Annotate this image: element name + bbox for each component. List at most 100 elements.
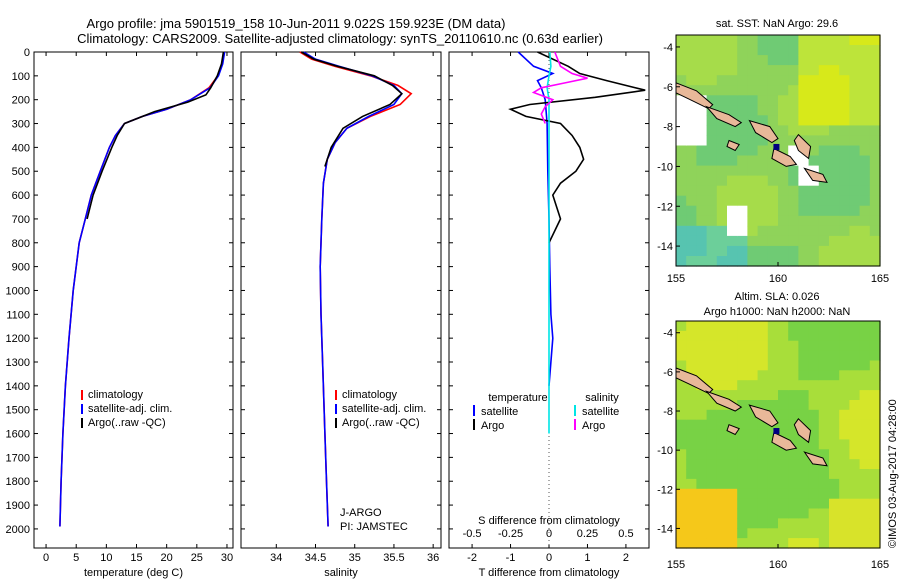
sla-field-cell (869, 400, 881, 411)
diff-stick-label: 0.25 (577, 528, 598, 540)
sst-field-cell (849, 215, 861, 227)
sst-field-cell (859, 165, 871, 177)
sst-field-cell (818, 235, 830, 247)
diff-legend-sal-label: Argo (582, 420, 605, 432)
sla-field-cell (737, 419, 748, 431)
sst-field-cell (696, 165, 708, 177)
sla-field-cell (849, 370, 861, 381)
sst-field-cell (676, 105, 687, 116)
diff-series-s-satellite (546, 51, 552, 434)
sst-field-cell (788, 175, 799, 187)
sla-field-cell (747, 528, 759, 539)
sst-field-cell (808, 225, 820, 237)
sst-field-cell (767, 256, 779, 267)
sst-field-cell (676, 225, 687, 237)
sst-field-cell (859, 155, 871, 167)
sla-field-cell (747, 459, 759, 470)
sla-field-cell (829, 340, 840, 352)
sst-field-cell (839, 45, 850, 56)
depth-tick-label: 1400 (6, 381, 30, 393)
sal-xtick-label: 36 (427, 552, 439, 564)
sla-field-cell (839, 478, 850, 490)
sla-field-cell (869, 459, 881, 470)
sst-field-cell (778, 145, 789, 157)
sst-field-cell (839, 35, 850, 46)
sst-field-cell (757, 105, 769, 116)
sst-field-cell (798, 125, 810, 136)
sla-field-cell (798, 340, 810, 352)
temp-xtick-label: 5 (73, 552, 79, 564)
sla-field-cell (757, 478, 769, 490)
sst-field-cell (676, 125, 687, 136)
sst-field-cell (869, 165, 881, 177)
sla-field-cell (818, 478, 830, 490)
sla-field-cell (839, 498, 850, 510)
sla-field-cell (686, 360, 697, 371)
figure-title-line2: Climatology: CARS2009. Satellite-adjuste… (77, 31, 603, 46)
sst-field-cell (869, 115, 881, 126)
sla-field-cell (829, 380, 840, 391)
sla-field-cell (788, 330, 799, 342)
sla-field-cell (727, 360, 738, 371)
sst-field-cell (706, 175, 718, 187)
sst-field-cell (788, 35, 799, 46)
sst-field-cell (818, 75, 830, 86)
diff-legend-temp-label: Argo (481, 420, 504, 432)
sla-field-cell (869, 419, 881, 431)
sla-field-cell (716, 360, 728, 371)
sla-field-cell (869, 390, 881, 401)
temp-xtick-label: 20 (161, 552, 173, 564)
sst-field-cell (859, 65, 871, 76)
sla-field-cell (808, 449, 820, 460)
sst-field-cell (737, 135, 748, 146)
temp-series-argo-raw-qc- (86, 51, 225, 220)
sla-field-cell (676, 518, 687, 529)
sst-field-cell (869, 65, 881, 76)
sla-field-cell (706, 321, 718, 332)
sst-field-cell (798, 85, 810, 96)
sst-field-cell (869, 45, 881, 56)
sst-field-cell (716, 55, 728, 66)
sla-field-cell (757, 330, 769, 342)
sla-field-cell (676, 409, 687, 421)
diff-stick-label: 0 (546, 528, 552, 540)
sst-field-cell (778, 205, 789, 217)
sst-field-cell (798, 155, 810, 167)
sla-field-cell (778, 409, 789, 421)
sla-field-cell (859, 350, 871, 362)
sst-field-cell (778, 65, 789, 76)
sla-field-cell (676, 429, 687, 441)
sst-field-cell (716, 95, 728, 106)
sst-field-cell (829, 195, 840, 207)
sla-island (771, 431, 798, 451)
sst-field-cell (716, 135, 728, 146)
sla-field-cell (716, 478, 728, 490)
sst-field-cell (696, 135, 708, 146)
sla-field-cell (788, 429, 799, 441)
sla-field-cell (737, 321, 748, 332)
sst-field-cell (757, 155, 769, 167)
sla-field-cell (686, 498, 697, 510)
sst-field-cell (727, 175, 738, 187)
sst-field-cell (706, 155, 718, 167)
sla-field-cell (757, 528, 769, 539)
sst-field-cell (757, 75, 769, 86)
sla-field-cell (859, 380, 871, 391)
sla-field-cell (737, 370, 748, 381)
temp-plot-frame (33, 51, 234, 549)
sst-field-cell (706, 225, 718, 237)
sst-field-cell (869, 235, 881, 247)
sla-field-cell (676, 380, 687, 391)
sla-field-cell (808, 321, 820, 332)
depth-tick-label: 0 (24, 47, 30, 59)
sst-field-cell (808, 85, 820, 96)
sla-field-cell (747, 360, 759, 371)
sst-field-cell (767, 95, 779, 106)
sla-field-cell (869, 409, 881, 421)
sst-field-cell (686, 75, 697, 86)
sst-field-cell (839, 65, 850, 76)
sla-field-cell (818, 528, 830, 539)
sst-field-cell (706, 205, 718, 217)
sst-field-cell (737, 95, 748, 106)
sst-field-cell (808, 105, 820, 116)
